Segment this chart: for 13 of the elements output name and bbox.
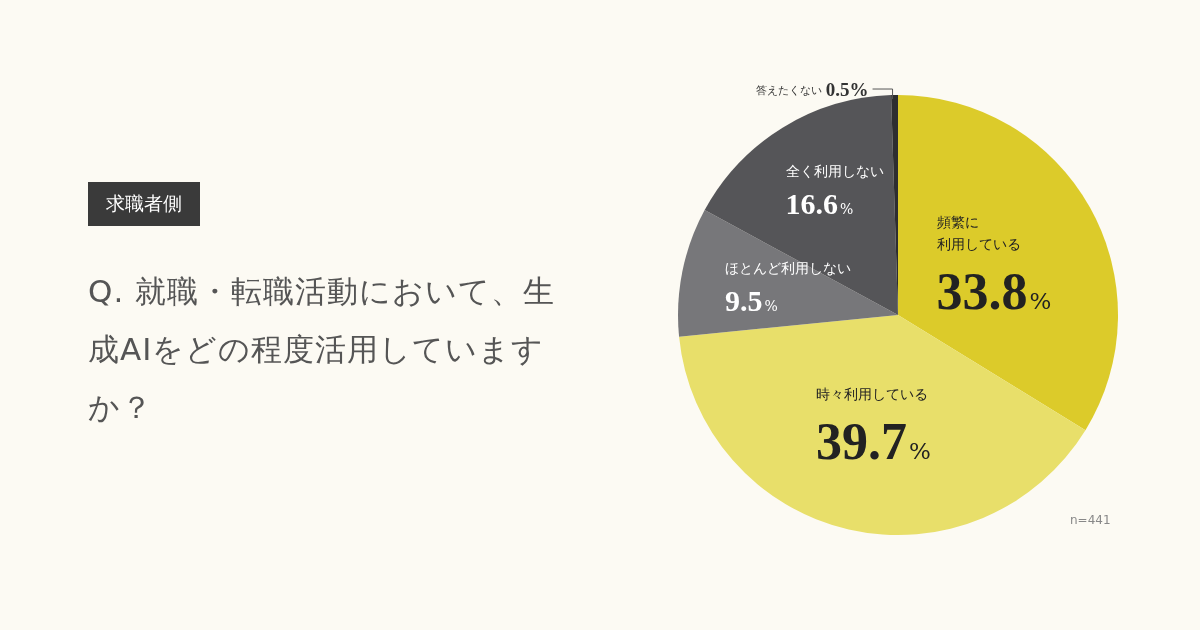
slice-label: 答えたくない [755,84,822,98]
data-label: 39.7% [815,413,931,471]
slice-label: 頻繁に利用している [936,214,1021,253]
text: n=441 [1070,513,1111,527]
slice-label: 時々利用している [815,386,928,403]
data-label: 33.8% [936,263,1052,321]
slice-label: ほとんど利用しない [724,260,851,277]
slice-label: 全く利用しない [785,162,884,179]
data-label: 16.6% [785,186,854,220]
text: 求職者側 [88,182,200,226]
text: Q. 就職・転職活動において、生成AIをどの程度活用していますか？ [88,272,557,427]
data-label: 0.5% [825,79,869,101]
data-label: 9.5% [724,284,778,318]
